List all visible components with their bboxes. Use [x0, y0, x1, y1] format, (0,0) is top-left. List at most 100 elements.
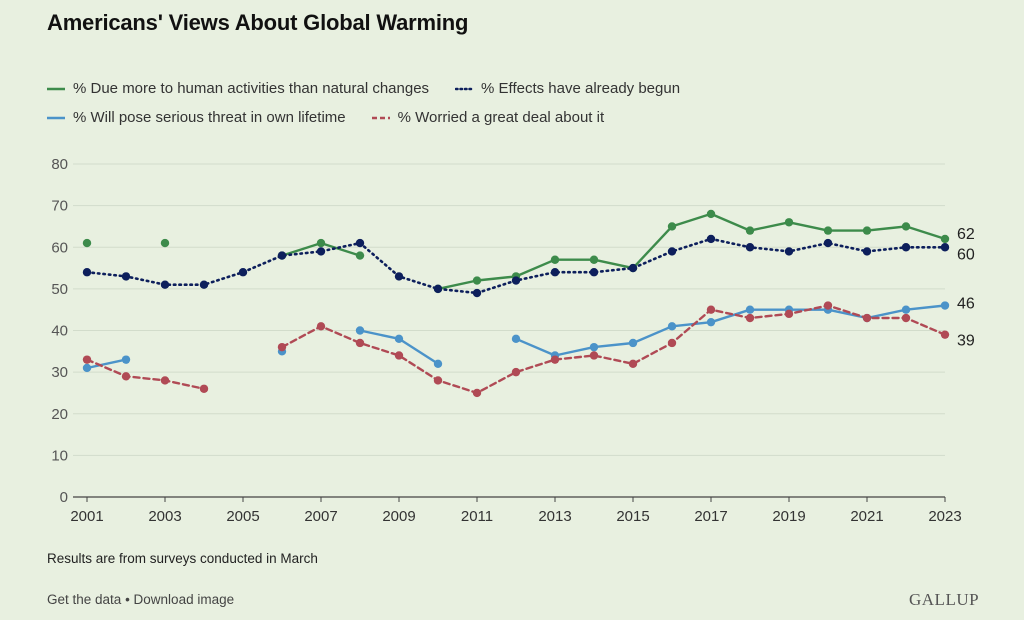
data-point-0 [82, 238, 92, 248]
data-point-1 [121, 272, 131, 281]
data-point-3 [667, 338, 677, 348]
x-tick-label: 2013 [538, 508, 571, 525]
data-point-1 [160, 280, 170, 289]
footer-links: Get the data • Download image [47, 592, 234, 607]
data-point-1 [82, 268, 92, 277]
series-line-2 [85, 358, 128, 370]
data-point-1 [940, 243, 950, 252]
data-point-2 [433, 359, 443, 368]
data-point-3 [121, 372, 131, 381]
data-point-1 [277, 251, 287, 260]
data-point-0 [472, 276, 482, 285]
data-point-3 [355, 338, 365, 348]
data-point-2 [706, 317, 716, 327]
data-point-0 [901, 222, 911, 231]
legend-item-worried: % Worried a great deal about it [371, 109, 604, 126]
data-point-0 [550, 255, 560, 264]
data-point-1 [667, 247, 677, 256]
get-data-link[interactable]: Get the data [47, 592, 122, 607]
data-point-3 [706, 305, 716, 314]
data-point-2 [589, 342, 599, 352]
data-point-1 [745, 243, 755, 252]
legend-label: % Will pose serious threat in own lifeti… [73, 109, 346, 126]
data-point-3 [277, 342, 287, 352]
data-point-1 [472, 288, 482, 298]
data-point-1 [862, 247, 872, 256]
y-tick-label: 10 [51, 447, 68, 464]
legend-swatch-dashed-red [371, 116, 390, 119]
data-point-0 [862, 226, 872, 235]
data-point-1 [784, 247, 794, 256]
legend-row-2: % Will pose serious threat in own lifeti… [47, 109, 630, 126]
legend-label: % Due more to human activities than natu… [73, 80, 430, 97]
series-line-2 [514, 304, 947, 357]
data-point-2 [394, 334, 404, 344]
data-point-3 [745, 313, 755, 323]
data-point-3 [901, 313, 911, 323]
data-point-3 [628, 359, 638, 368]
legend-swatch-solid-blue [47, 116, 65, 119]
legend-row-1: % Due more to human activities than natu… [47, 80, 706, 97]
x-tick-label: 2011 [461, 508, 493, 525]
legend-item-effects-begun: % Effects have already begun [455, 80, 680, 97]
data-point-3 [823, 301, 833, 310]
x-tick-label: 2007 [304, 508, 337, 525]
line-chart: 0 10 20 30 40 50 60 70 80 2001 2003 2005 2007 2009 201… [51, 156, 975, 525]
download-image-link[interactable]: Download image [133, 592, 235, 607]
legend-swatch-solid-green [47, 87, 65, 90]
data-point-0 [940, 234, 950, 244]
x-tick-label: 2003 [148, 508, 181, 525]
data-point-1 [433, 284, 443, 294]
data-point-0 [784, 218, 794, 227]
data-point-3 [394, 351, 404, 360]
data-point-1 [394, 272, 404, 281]
data-point-3 [511, 367, 521, 377]
data-point-2 [628, 338, 638, 348]
data-point-1 [238, 268, 248, 277]
y-tick-label: 40 [51, 323, 68, 340]
link-separator: • [121, 592, 134, 607]
x-tick-label: 2001 [70, 508, 103, 525]
end-value-label: 62 [957, 226, 975, 243]
data-point-0 [667, 222, 677, 231]
legend-swatch-dotted-navy [455, 87, 474, 90]
data-point-1 [589, 268, 599, 277]
data-point-1 [706, 234, 716, 244]
series-line-0 [436, 212, 947, 291]
data-point-3 [82, 355, 92, 364]
data-point-1 [355, 238, 365, 248]
data-point-3 [316, 322, 326, 331]
data-point-3 [940, 330, 950, 339]
data-point-3 [784, 309, 794, 319]
y-tick-label: 50 [51, 281, 68, 298]
footnote: Results are from surveys conducted in Ma… [47, 551, 318, 566]
data-point-1 [628, 263, 638, 273]
legend-item-serious-threat: % Will pose serious threat in own lifeti… [47, 109, 346, 126]
data-point-1 [901, 243, 911, 252]
x-tick-label: 2005 [226, 508, 259, 525]
data-point-3 [589, 351, 599, 360]
y-tick-label: 80 [51, 156, 68, 173]
data-point-3 [472, 388, 482, 398]
data-point-2 [940, 301, 950, 310]
data-point-1 [511, 276, 521, 285]
end-value-label: 39 [957, 333, 975, 350]
legend-item-human-activities: % Due more to human activities than natu… [47, 80, 429, 97]
x-tick-label: 2023 [928, 508, 961, 525]
series-line-3 [280, 304, 947, 395]
x-tick-label: 2009 [382, 508, 415, 525]
data-point-2 [82, 363, 92, 373]
chart-title: Americans' Views About Global Warming [47, 10, 469, 35]
data-point-2 [667, 322, 677, 331]
end-value-label: 60 [957, 246, 975, 263]
gallup-logo: GALLUP [909, 590, 980, 609]
end-value-label: 46 [957, 296, 975, 313]
y-tick-label: 60 [51, 239, 68, 256]
x-tick-label: 2017 [694, 508, 727, 525]
data-point-0 [355, 251, 365, 260]
x-tick-label: 2015 [616, 508, 649, 525]
y-tick-label: 70 [51, 198, 68, 215]
data-point-2 [511, 334, 521, 344]
data-point-2 [121, 355, 131, 364]
data-point-0 [589, 255, 599, 264]
